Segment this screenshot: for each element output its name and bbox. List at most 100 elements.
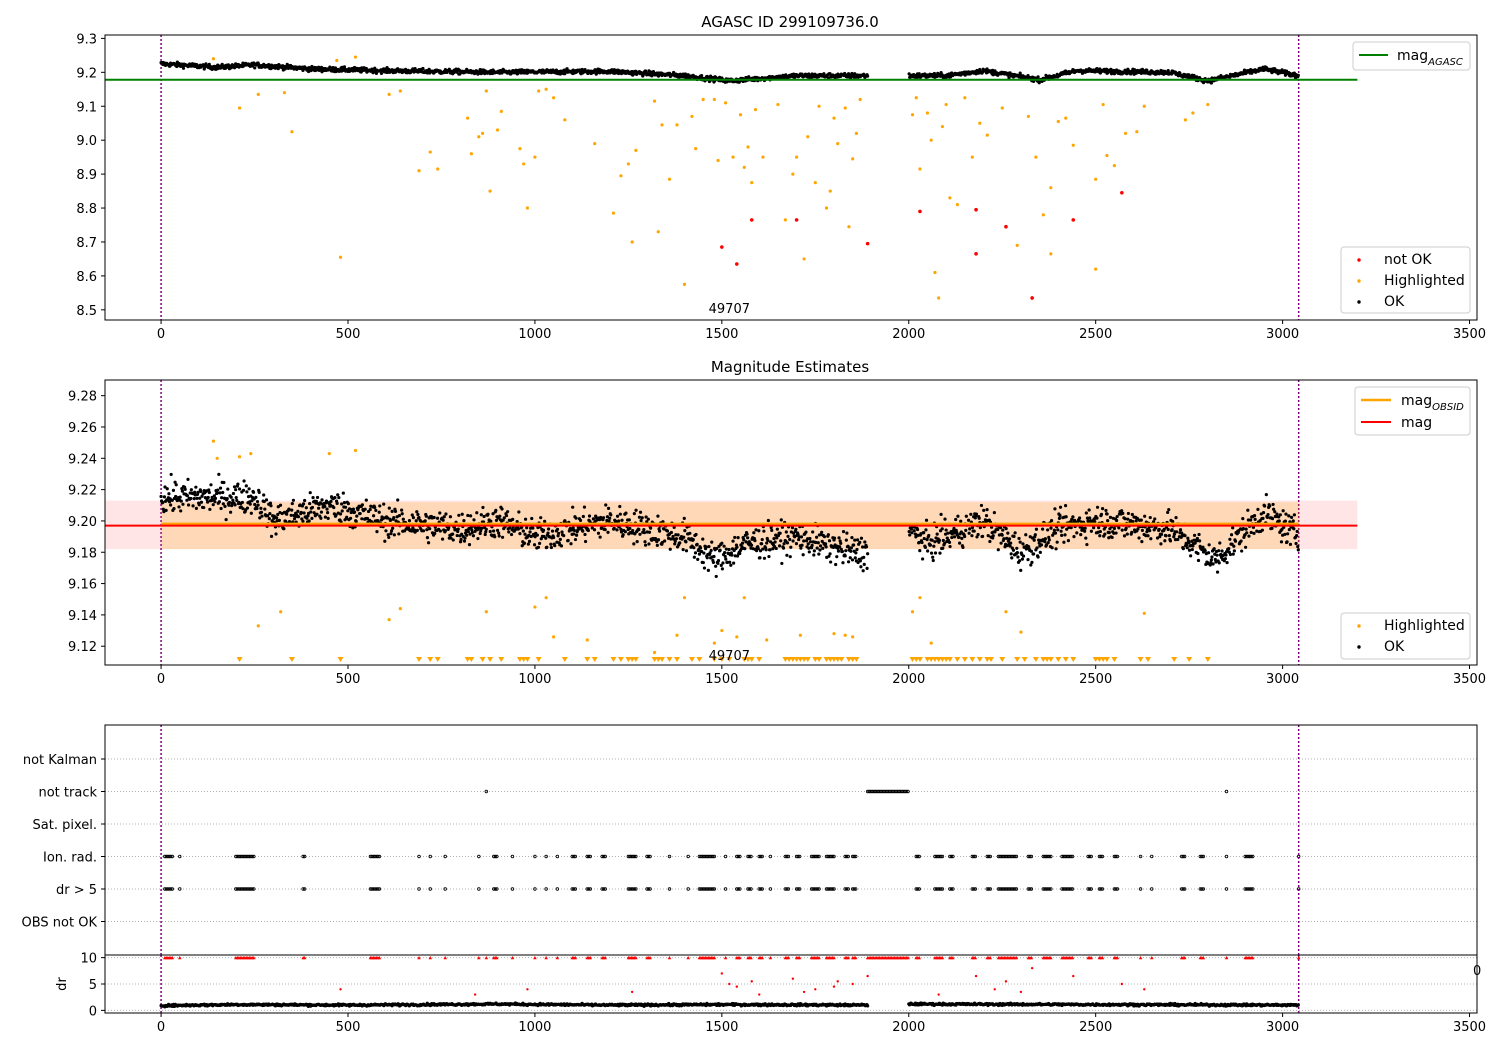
ok-point (172, 506, 176, 511)
ok-point (1292, 513, 1296, 517)
ok-point (211, 503, 215, 507)
flag-marker (951, 854, 955, 859)
ok-point (1121, 511, 1125, 515)
flag-marker (1028, 887, 1032, 891)
ok-point (643, 543, 648, 547)
x-tick-label: 1500 (705, 327, 738, 342)
ok-point (638, 510, 643, 514)
flag-marker (1115, 887, 1120, 891)
flag-marker (376, 854, 380, 859)
ok-point (336, 493, 340, 497)
ok-point (229, 495, 233, 499)
lower-limit-marker (726, 657, 733, 662)
x-tick-label: 0 (157, 327, 165, 342)
ok-point (1098, 529, 1102, 534)
ok-point (1069, 526, 1073, 530)
flag-marker (973, 854, 978, 859)
ok-point (373, 506, 377, 510)
highlighted-point (495, 128, 500, 132)
ok-point (978, 526, 982, 530)
ok-point (208, 507, 212, 511)
ok-point (315, 512, 319, 516)
ok-point (1063, 504, 1068, 508)
ok-point (1241, 527, 1245, 531)
ok-point (554, 68, 559, 72)
ok-point (702, 566, 707, 570)
ok-point (392, 515, 396, 520)
ok-point (939, 512, 943, 516)
ok-point (1145, 68, 1149, 73)
x-tick-label: 1000 (518, 672, 551, 687)
flag-marker (972, 854, 976, 859)
ok-point (290, 508, 294, 512)
ok-point (918, 549, 922, 553)
highlighted-point (525, 206, 530, 210)
highlighted-point (925, 111, 930, 115)
ok-point (601, 516, 606, 520)
flag-marker (648, 854, 652, 859)
ok-point (1047, 538, 1051, 542)
flag-marker (302, 887, 307, 891)
ok-point (560, 530, 564, 534)
ok-point (1167, 534, 1171, 538)
highlighted-point (211, 439, 216, 443)
highlighted-point (533, 605, 537, 609)
highlighted-point (477, 135, 481, 139)
ok-point (694, 532, 698, 537)
ok-point (673, 542, 677, 546)
flag-marker (1089, 854, 1093, 859)
panel1-legend-upper-box (1352, 41, 1471, 71)
ok-point (1185, 543, 1189, 547)
x-tick-label: 3500 (1453, 327, 1486, 342)
ok-point (654, 537, 658, 541)
highlighted-point (398, 607, 402, 611)
ok-point (1181, 547, 1185, 551)
ok-point (254, 495, 258, 499)
lower-limit-marker (610, 657, 617, 662)
ok-point (257, 490, 261, 494)
flag-marker (723, 854, 728, 859)
ok-point (859, 536, 864, 540)
ok-point (495, 528, 500, 532)
ok-point (996, 527, 1000, 532)
panel2-legend-lower: Highlighted OK (1340, 612, 1471, 660)
ok-point (199, 500, 204, 504)
ok-point (1244, 527, 1248, 531)
ok-point (932, 544, 936, 548)
ok-point (708, 551, 712, 555)
highlighted-point (1112, 164, 1116, 168)
ok-point (733, 535, 737, 540)
ok-point (637, 527, 641, 532)
panel-magnitude-estimates: Magnitude Estimates 0 500 1000 1500 2000 2500… (68, 358, 1486, 687)
ok-point (443, 529, 447, 533)
ok-point (635, 539, 639, 544)
x-tick-label: 500 (336, 672, 361, 687)
ok-point (1245, 531, 1249, 535)
highlighted-point (933, 270, 937, 275)
ok-point (1083, 529, 1087, 533)
ok-point (1040, 527, 1045, 531)
highlighted-point (1071, 143, 1075, 147)
ok-point (828, 552, 832, 556)
ok-point (821, 546, 825, 550)
not-ok-point (1120, 190, 1124, 195)
y-tick-label: 9.16 (68, 578, 97, 593)
flag-category-label: Ion. rad. (43, 851, 97, 866)
ok-point (1163, 539, 1167, 543)
flag-marker (846, 854, 850, 859)
ok-point (647, 530, 652, 534)
flag-marker (916, 887, 920, 891)
ok-point (1039, 543, 1044, 547)
ok-point (287, 507, 291, 511)
ok-point (587, 514, 592, 518)
ok-point (745, 532, 749, 536)
lower-limit-marker (804, 657, 811, 662)
highlighted-point (488, 189, 492, 193)
ok-point (969, 512, 973, 516)
flag-marker (302, 854, 307, 859)
flag-marker (987, 887, 991, 891)
highlighted-point (544, 87, 548, 91)
ok-point (1126, 517, 1130, 521)
highlighted-point (1135, 130, 1139, 134)
ok-point (742, 538, 746, 542)
